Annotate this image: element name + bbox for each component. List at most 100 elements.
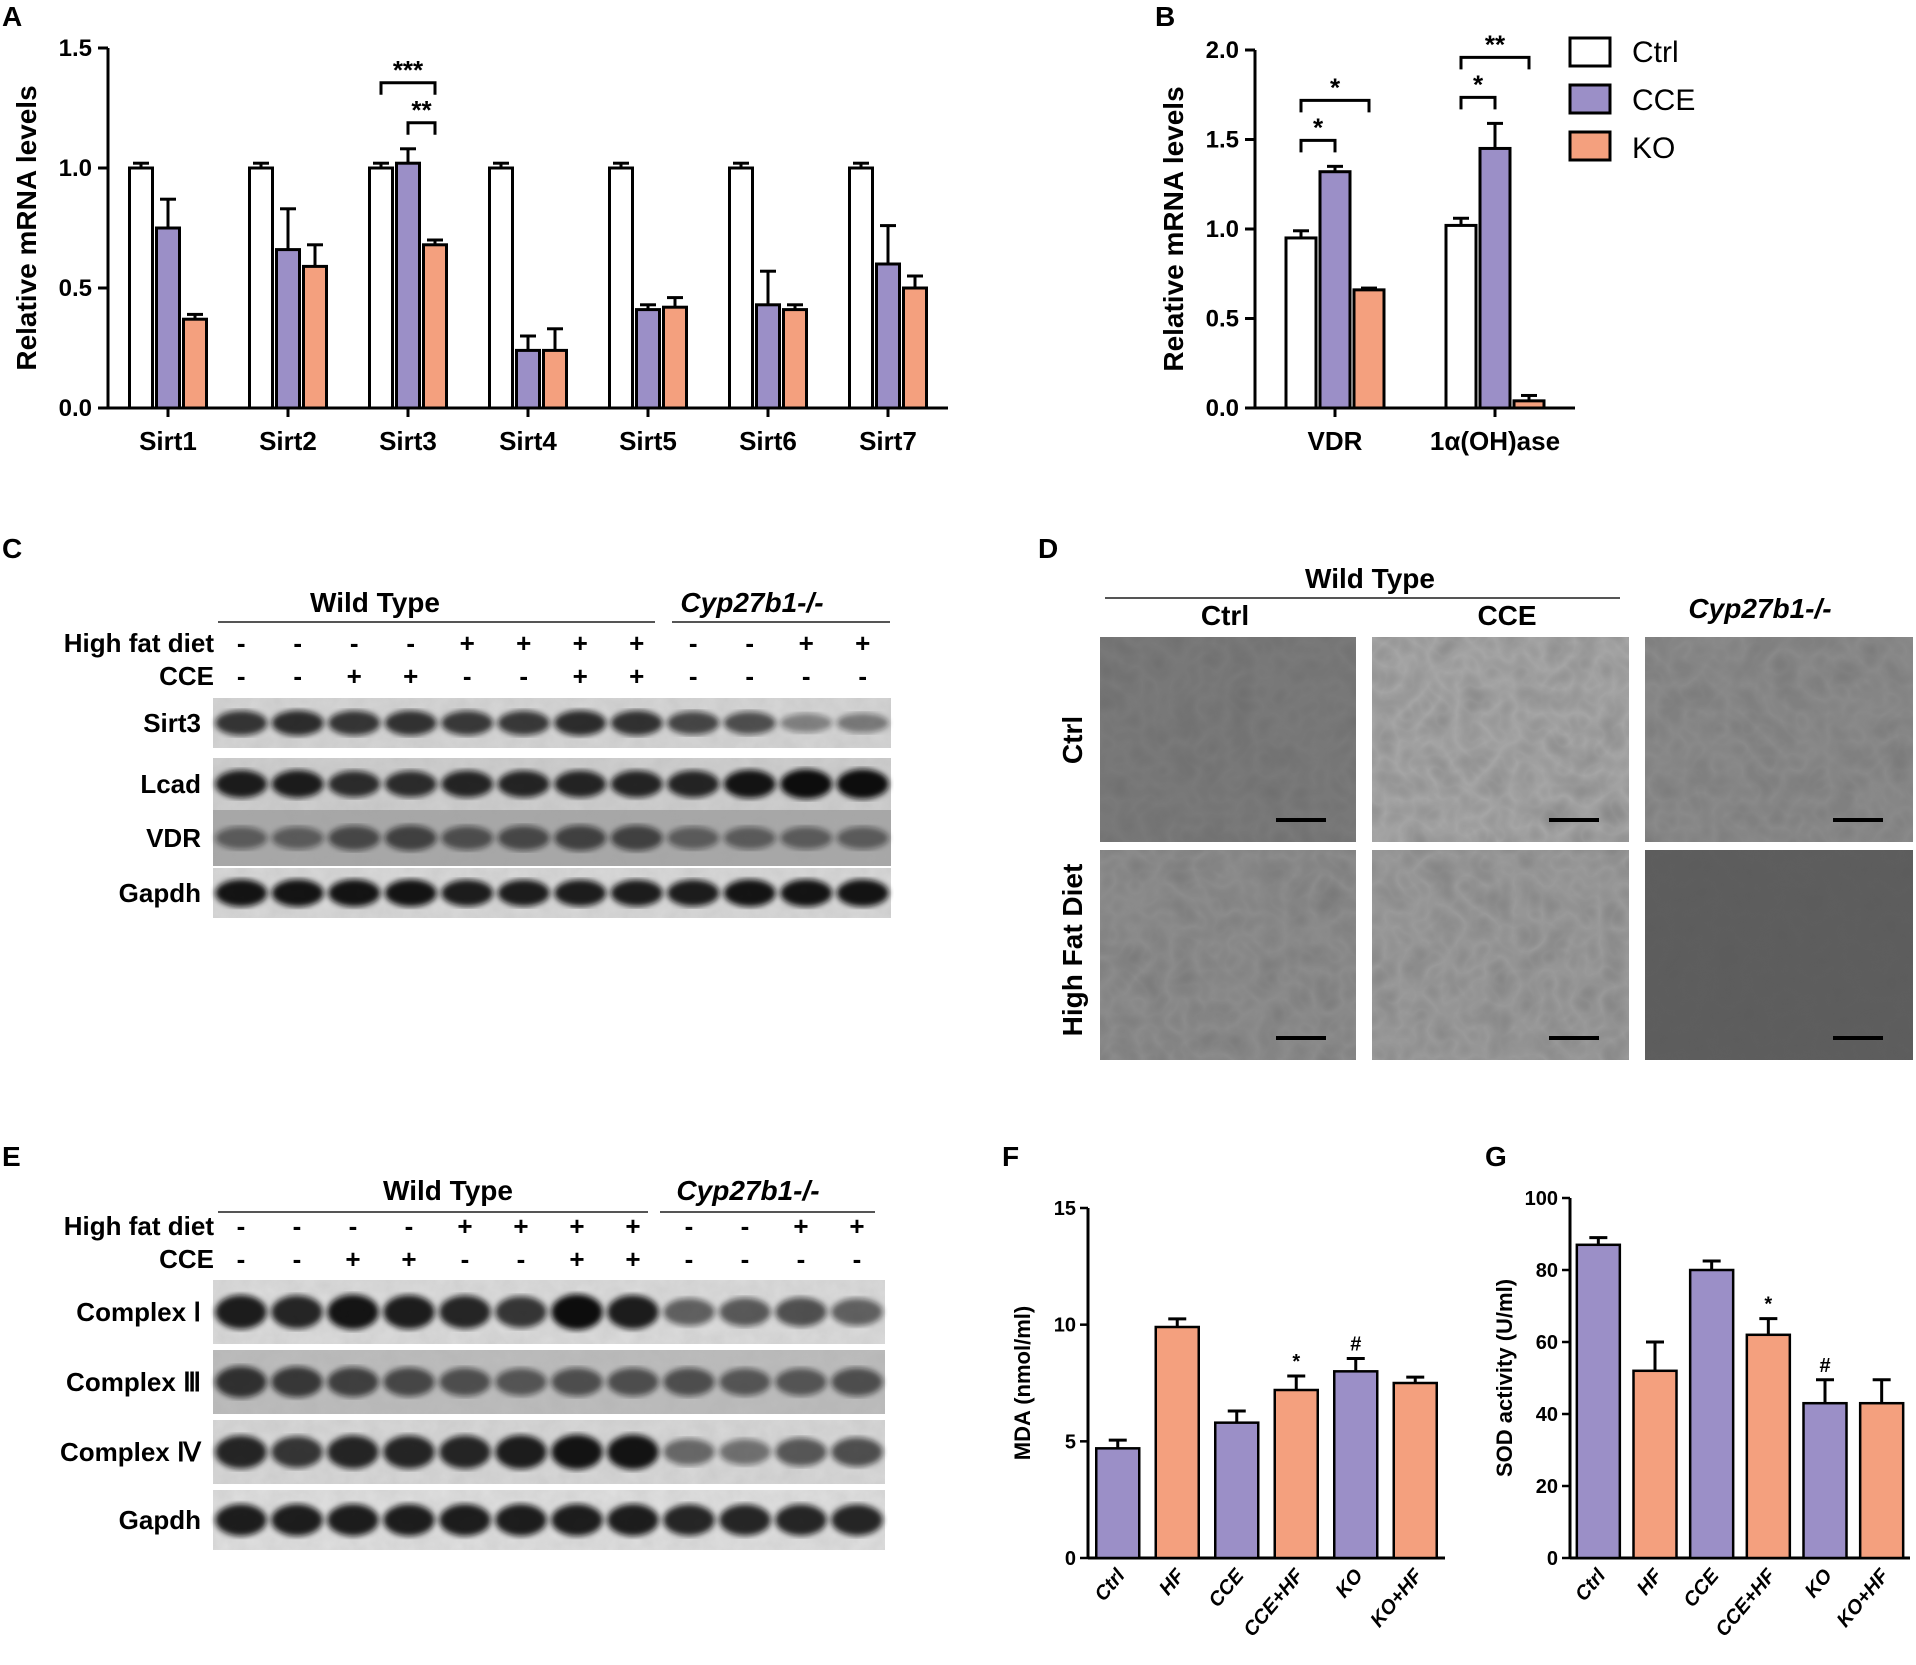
blot-e-row-cce: CCE — [159, 1244, 214, 1274]
blot-e-band-strip — [213, 1280, 885, 1344]
blot-e-cce-sign: + — [625, 1244, 640, 1274]
blot-e-high-fat-sign: - — [293, 1211, 302, 1241]
chart-b-significance-bracket — [1299, 138, 1337, 153]
blot-c-band-strip — [213, 758, 891, 810]
chart-b-significance-mark: * — [1473, 69, 1484, 99]
blot-e-cce-sign: - — [461, 1244, 470, 1274]
em-micrograph — [1372, 637, 1629, 842]
em-panel-d: Wild Type Ctrl CCE Cyp27b1-/- Ctrl High … — [1057, 563, 1913, 1060]
chart-g-significance-mark: # — [1819, 1355, 1830, 1377]
blot-e-cce-sign: - — [797, 1244, 806, 1274]
blot-e-band — [831, 1437, 883, 1467]
blot-c-band — [497, 825, 550, 851]
chart-f-bar — [1333, 1370, 1379, 1560]
blot-e-band — [439, 1295, 491, 1329]
panel-letter-d: D — [1038, 533, 1058, 564]
chart-f-y-tick-label: 5 — [1065, 1431, 1076, 1453]
blot-e-band — [327, 1294, 379, 1330]
blot-e-band — [439, 1435, 491, 1469]
blot-e-band-label: Gapdh — [119, 1505, 201, 1535]
blot-e-high-fat-sign: - — [349, 1211, 358, 1241]
blot-e-high-fat-sign: + — [793, 1211, 808, 1241]
blot-e-strip-texture — [213, 1420, 885, 1484]
blot-e-cce-sign: + — [345, 1244, 360, 1274]
blot-c-cce-sign: + — [629, 661, 644, 691]
blot-e-band — [831, 1367, 883, 1397]
blot-c-band — [780, 826, 833, 850]
blot-c-high-fat-sign: - — [689, 628, 698, 658]
blot-e-band — [775, 1297, 827, 1327]
chart-b-y-tick-label: 1.5 — [1206, 127, 1239, 154]
chart-a-y-tick-label: 0.5 — [59, 275, 92, 302]
blot-c-band — [384, 879, 437, 907]
blot-c-strip-texture — [213, 868, 891, 918]
panel-letter-g: G — [1485, 1141, 1507, 1172]
em-col-cce: CCE — [1477, 600, 1536, 631]
em-micrograph-texture — [1372, 637, 1629, 842]
legend-swatch-ko — [1568, 130, 1612, 162]
blot-e-band — [719, 1297, 771, 1327]
blot-e-band — [551, 1367, 603, 1397]
chart-a-bar-ctrl — [848, 166, 874, 410]
chart-b-y-tick-label: 2.0 — [1206, 37, 1239, 64]
blot-e-band-label: Complex Ⅲ — [66, 1367, 201, 1397]
chart-a-bar-ctrl — [368, 166, 394, 410]
blot-c-band — [384, 770, 437, 798]
chart-g-bar — [1632, 1369, 1678, 1560]
chart-b-y-axis-title: Relative mRNA levels — [1158, 86, 1189, 371]
blot-e-high-fat-sign: + — [457, 1211, 472, 1241]
blot-e-high-fat-sign: - — [405, 1211, 414, 1241]
blot-c-band — [836, 769, 889, 799]
blot-e-band-strip — [213, 1420, 885, 1484]
blot-c-band — [271, 710, 324, 736]
blot-c-band — [328, 770, 381, 798]
blot-c-band — [497, 770, 550, 798]
chart-g-y-tick-label: 80 — [1536, 1260, 1558, 1282]
blot-c-band — [497, 879, 550, 907]
blot-e-cce-sign: - — [517, 1244, 526, 1274]
chart-a-bar-ko — [662, 305, 688, 410]
blot-c-band — [271, 770, 324, 798]
blot-e-band-label: Complex Ⅰ — [76, 1297, 201, 1327]
chart-g-category-label: CCE+HF — [1712, 1564, 1781, 1640]
em-col-ctrl: Ctrl — [1201, 600, 1249, 631]
blot-c-band-label: Sirt3 — [143, 708, 201, 738]
blot-c-band — [497, 710, 550, 736]
panel-letter-b: B — [1155, 1, 1175, 32]
chart-a-category-label: Sirt3 — [379, 426, 437, 456]
blot-e-band — [775, 1368, 827, 1396]
em-micrograph-texture — [1100, 850, 1356, 1060]
blot-e-band — [383, 1294, 435, 1330]
chart-a-significance-bracket — [406, 121, 437, 135]
blot-e-high-fat-sign: - — [741, 1211, 750, 1241]
chart-a-category-label: Sirt2 — [259, 426, 317, 456]
blot-e-band — [215, 1366, 267, 1398]
blot-c-band — [780, 713, 833, 733]
chart-b-significance-bracket — [1459, 95, 1497, 110]
blot-c-band — [723, 826, 776, 850]
chart-b-bar-cce — [1318, 170, 1352, 410]
em-row-high-fat-diet: High Fat Diet — [1057, 864, 1088, 1037]
chart-a-significance-bracket — [379, 81, 437, 95]
blot-c-band-label: Gapdh — [119, 878, 201, 908]
chart-f-y-axis-title: MDA (nmol/ml) — [1010, 1306, 1035, 1460]
blot-c-band — [723, 769, 776, 799]
blot-c-band — [554, 879, 607, 907]
blot-c-band — [215, 710, 268, 736]
chart-f-mda: 0 5 10 15 MDA (nmol/ml) Ctrl HF CCE * CCE+HF # KOKO… — [1010, 1198, 1445, 1641]
blot-c-band — [328, 879, 381, 907]
blot-c-wild-type-header: Wild Type — [310, 587, 440, 618]
blot-e-band — [215, 1435, 267, 1469]
blot-c-cce-sign: - — [463, 661, 472, 691]
blot-e-band — [215, 1504, 267, 1536]
blot-c-row-cce: CCE — [159, 661, 214, 691]
blot-e-cce-sign: + — [401, 1244, 416, 1274]
legend-label-cce: CCE — [1632, 84, 1695, 117]
em-row-ctrl: Ctrl — [1057, 716, 1088, 764]
chart-a-sirtuin-mrna: 0.0 0.5 1.0 1.5 Relative mRNA levels Sirt1 Sir… — [11, 35, 948, 456]
blot-e-band-strip — [213, 1490, 885, 1550]
chart-a-bar-cce — [635, 308, 661, 410]
blot-c-band — [780, 879, 833, 907]
blot-e-band — [831, 1298, 883, 1326]
chart-a-bar-cce — [275, 248, 301, 410]
